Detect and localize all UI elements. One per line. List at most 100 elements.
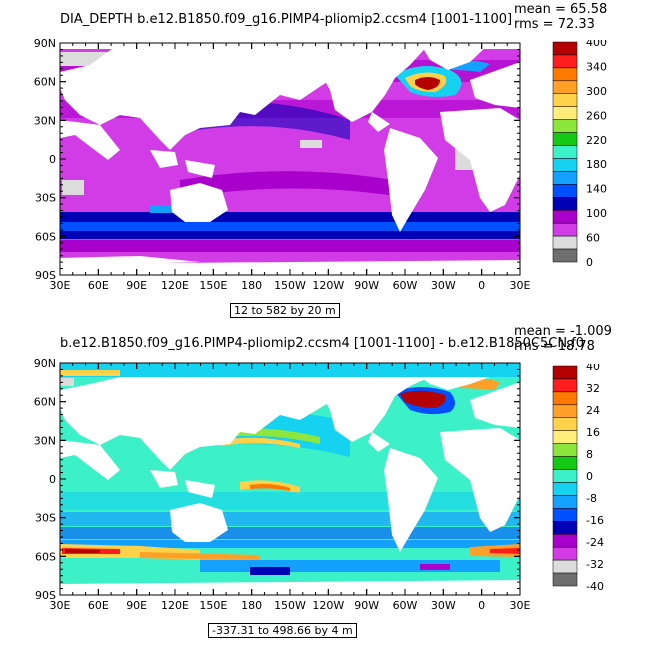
lon-tick-label: 30W — [431, 279, 456, 292]
lon-tick-label: 60E — [88, 279, 109, 292]
lon-tick-label: 60W — [393, 599, 418, 612]
colorbar-swatch — [552, 456, 578, 470]
lon-tick-label: 90E — [126, 599, 147, 612]
lon-tick-label: 60E — [88, 599, 109, 612]
lon-tick-label: 60W — [393, 279, 418, 292]
colorbar-swatch — [552, 106, 578, 120]
colorbar-label: -32 — [586, 558, 604, 571]
colorbar-swatch — [552, 145, 578, 159]
lon-tick-label: 30E — [50, 599, 71, 612]
lon-tick-label: 120E — [161, 599, 189, 612]
lon-tick-label: 0 — [478, 599, 485, 612]
colorbar-swatch — [552, 482, 578, 496]
bottom-mean-stat: mean = -1.009 — [514, 324, 612, 339]
colorbar-swatch — [552, 495, 578, 509]
colorbar-label: 180 — [586, 158, 607, 171]
land-mask — [60, 43, 520, 275]
lon-tick-label: 180 — [241, 599, 262, 612]
colorbar-swatch — [552, 521, 578, 535]
top-mean-stat: mean = 65.58 — [514, 2, 608, 17]
top-map: 90N 60N 30N 0 30S 60S 90S 30E 60E 90E 120E 150E 180… — [34, 37, 531, 292]
lat-tick-label: 90S — [35, 589, 56, 602]
lat-tick-label: 90N — [34, 357, 56, 370]
colorbar-swatch — [552, 404, 578, 419]
colorbar-label: 0 — [586, 470, 593, 483]
colorbar-swatch — [552, 54, 578, 69]
colorbar-swatch — [552, 546, 578, 561]
bottom-colorbar: 40 32 24 16 8 0 -8 -16 -24 -32 -40 — [552, 364, 604, 593]
colorbar-swatch — [552, 41, 578, 56]
colorbar-label: 340 — [586, 60, 607, 73]
lat-tick-label: 60N — [34, 396, 56, 409]
lon-tick-label: 150E — [199, 599, 227, 612]
land-mask — [60, 377, 520, 595]
colorbar-swatch — [552, 184, 578, 198]
lon-tick-label: 90E — [126, 279, 147, 292]
colorbar-label: -24 — [586, 536, 604, 549]
colorbar-label: 40 — [586, 364, 600, 373]
lat-tick-label: 30S — [35, 192, 56, 205]
colorbar-label: 24 — [586, 404, 600, 417]
lon-tick-label: 120E — [161, 279, 189, 292]
colorbar-swatch — [552, 378, 578, 393]
bottom-panel-title: b.e12.B1850.f09_g16.PIMP4-pliomip2.ccsm4… — [60, 336, 585, 351]
bottom-map-panel: b.e12.B1850.f09_g16.PIMP4-pliomip2.ccsm4… — [0, 322, 647, 647]
colorbar-swatch — [552, 508, 578, 522]
lon-tick-label: 150E — [199, 279, 227, 292]
colorbar-label: -40 — [586, 580, 604, 593]
top-map-panel: DIA_DEPTH b.e12.B1850.f09_g16.PIMP4-plio… — [34, 2, 608, 318]
colorbar-label: 60 — [586, 232, 600, 245]
top-panel-title: DIA_DEPTH b.e12.B1850.f09_g16.PIMP4-plio… — [60, 12, 513, 27]
colorbar-swatch — [552, 430, 578, 444]
colorbar-swatch — [552, 80, 578, 95]
colorbar-swatch — [552, 235, 578, 250]
colorbar-swatch — [552, 67, 578, 82]
lon-tick-label: 0 — [478, 279, 485, 292]
lon-tick-label: 30E — [510, 599, 531, 612]
colorbar-swatch — [552, 417, 578, 431]
colorbar-swatch — [552, 365, 578, 380]
colorbar-swatch — [552, 119, 578, 133]
colorbar-label: 300 — [586, 85, 607, 98]
colorbar-label: -8 — [586, 492, 597, 505]
lat-tick-label: 60N — [34, 76, 56, 89]
colorbar-swatch — [552, 171, 578, 185]
lat-tick-label: 90N — [34, 37, 56, 50]
colorbar-swatch — [552, 443, 578, 457]
colorbar-label: 8 — [586, 448, 593, 461]
lon-tick-label: 150W — [274, 279, 306, 292]
colorbar-swatch — [552, 248, 578, 263]
lon-tick-label: 90W — [354, 279, 379, 292]
colorbar-swatch — [552, 197, 578, 211]
colorbar-swatch — [552, 93, 578, 107]
lon-tick-label: 90W — [354, 599, 379, 612]
colorbar-label: 16 — [586, 426, 600, 439]
colorbar-label: -16 — [586, 514, 604, 527]
colorbar-label: 0 — [586, 256, 593, 269]
colorbar-swatch — [552, 391, 578, 406]
colorbar-swatch — [552, 469, 578, 483]
colorbar-swatch — [552, 572, 578, 587]
colorbar-swatch — [552, 222, 578, 237]
lon-tick-label: 30E — [510, 279, 531, 292]
top-rms-stat: rms = 72.33 — [514, 17, 595, 32]
lat-tick-label: 30N — [34, 114, 56, 127]
lon-tick-label: 30E — [50, 279, 71, 292]
top-range-box: 12 to 582 by 20 m — [230, 303, 340, 318]
colorbar-label: 140 — [586, 183, 607, 196]
bottom-range-box: -337.31 to 498.66 by 4 m — [208, 623, 357, 638]
lon-tick-label: 150W — [274, 599, 306, 612]
lat-tick-label: 60S — [35, 550, 56, 563]
lon-tick-label: 180 — [241, 279, 262, 292]
colorbar-label: 400 — [586, 40, 607, 49]
colorbar-label: 260 — [586, 109, 607, 122]
lon-tick-label: 120W — [312, 279, 344, 292]
lat-tick-label: 60S — [35, 230, 56, 243]
colorbar-swatch — [552, 158, 578, 172]
top-colorbar: 400 340 300 260 220 180 140 100 60 0 — [552, 40, 607, 269]
lat-tick-label: 30N — [34, 434, 56, 447]
colorbar-swatch — [552, 559, 578, 574]
colorbar-swatch — [552, 132, 578, 146]
colorbar-label: 100 — [586, 207, 607, 220]
lat-tick-label: 0 — [49, 153, 56, 166]
